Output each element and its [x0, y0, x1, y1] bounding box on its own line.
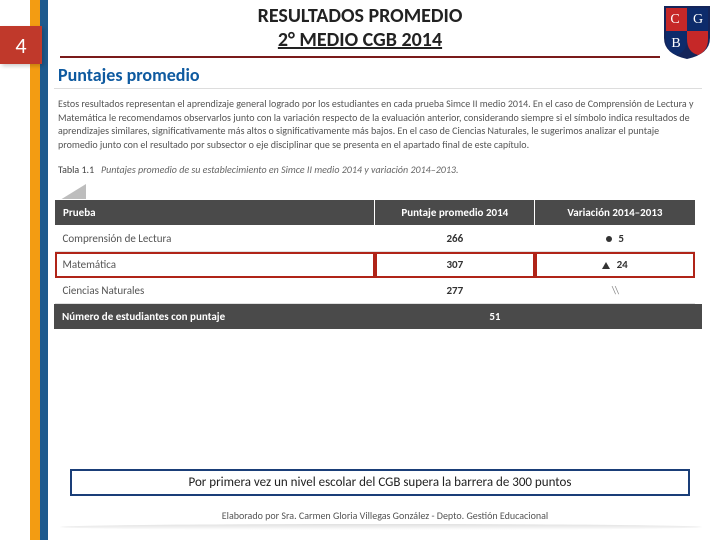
accent-stripe-blue — [40, 0, 48, 540]
content-area: Puntajes promedio Estos resultados repre… — [54, 62, 702, 480]
col-header-prueba: Prueba — [55, 200, 375, 226]
summary-label: Número de estudiantes con puntaje — [62, 310, 429, 323]
footer-shadow — [60, 524, 702, 530]
cell-prueba: Comprensión de Lectura — [55, 226, 375, 252]
slide-number: 4 — [0, 26, 42, 64]
school-shield-icon: C G B — [662, 4, 712, 60]
summary-row: Número de estudiantes con puntaje 51 — [54, 304, 702, 329]
col-header-variation: Variación 2014–2013 — [535, 200, 695, 226]
table-tab-triangle — [60, 184, 86, 200]
variation-similar-icon — [606, 236, 612, 242]
title-underline — [60, 56, 660, 58]
section-title: Puntajes promedio — [54, 62, 702, 89]
highlight-callout: Por primera vez un nivel escolar del CGB… — [70, 469, 690, 496]
table-row: Comprensión de Lectura266 5 — [55, 226, 696, 252]
table-caption: Tabla 1.1 Puntajes promedio de su establ… — [54, 157, 702, 184]
cell-prueba: Matemática — [55, 252, 375, 278]
svg-text:G: G — [693, 12, 703, 27]
table-caption-label: Tabla 1.1 — [58, 163, 94, 176]
title-line-1: RESULTADOS PROMEDIO — [60, 4, 660, 28]
cell-variation: \\ — [535, 278, 695, 304]
variation-na: \\ — [612, 284, 619, 297]
cell-variation: 5 — [535, 226, 695, 252]
variation-up-icon — [602, 262, 610, 269]
description-paragraph: Estos resultados representan el aprendiz… — [54, 89, 702, 157]
table-caption-text: Puntajes promedio de su establecimiento … — [101, 163, 459, 176]
title-line-2: 2° MEDIO CGB 2014 — [60, 28, 660, 52]
cell-score: 277 — [375, 278, 535, 304]
svg-text:B: B — [671, 36, 680, 51]
table-row: Matemática307 24 — [55, 252, 696, 278]
col-header-score: Puntaje promedio 2014 — [375, 200, 535, 226]
cell-prueba: Ciencias Naturales — [55, 278, 375, 304]
table-row: Ciencias Naturales277 \\ — [55, 278, 696, 304]
cell-score: 266 — [375, 226, 535, 252]
scores-table: Prueba Puntaje promedio 2014 Variación 2… — [54, 199, 696, 304]
slide-title: RESULTADOS PROMEDIO 2° MEDIO CGB 2014 — [60, 4, 660, 60]
cell-variation: 24 — [535, 252, 695, 278]
svg-text:C: C — [670, 12, 679, 27]
summary-value: 51 — [429, 310, 562, 323]
footer-credit: Elaborado por Sra. Carmen Gloria Villega… — [90, 509, 680, 522]
accent-stripe-orange — [30, 0, 40, 540]
cell-score: 307 — [375, 252, 535, 278]
